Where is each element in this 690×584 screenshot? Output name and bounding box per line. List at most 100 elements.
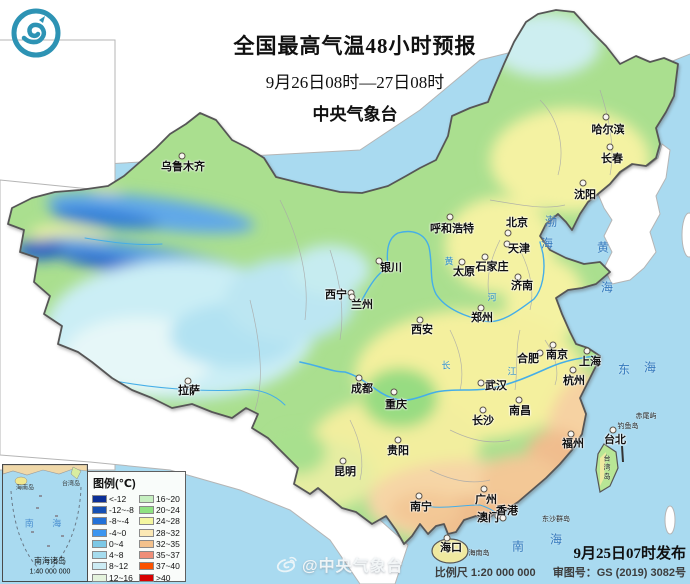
city-label: 长春 [601, 153, 623, 165]
city-label: 福州 [562, 438, 584, 450]
legend-row: 24~28 [139, 516, 186, 527]
forecast-period: 9月26日08时—27日08时 [265, 73, 445, 92]
island-v-label: 台湾岛 [603, 454, 610, 482]
legend-swatch [92, 573, 107, 582]
city-dot [394, 436, 402, 444]
city-dot [477, 304, 485, 312]
legend-range-label: -8~-4 [109, 516, 130, 527]
city-label: 南昌 [509, 405, 531, 417]
city-dot [184, 377, 192, 385]
legend-row: 28~32 [139, 527, 186, 538]
city-label: 重庆 [385, 399, 407, 411]
map-title: 全国最高气温48小时预报 [233, 34, 477, 58]
legend-range-label: 35~37 [156, 550, 180, 561]
legend-row: 12~16 [92, 572, 139, 583]
legend-swatch [139, 528, 154, 537]
approval-number: 审图号：GS (2019) 3082号 [552, 567, 686, 579]
legend-range-label: 28~32 [156, 527, 180, 538]
city-dot [569, 366, 577, 374]
city-label: 海口 [440, 542, 462, 554]
legend-range-label: >40 [156, 572, 171, 583]
legend-row: -12~-8 [92, 504, 139, 515]
city-dot [339, 457, 347, 465]
legend-swatch [139, 562, 154, 571]
city-label: 西宁 [325, 289, 347, 301]
legend-range-label: 32~35 [156, 538, 180, 549]
city-label: 澳门 [477, 512, 499, 524]
city-label: 武汉 [485, 380, 507, 392]
island-label: 东沙群岛 [542, 516, 570, 523]
city-label: 西安 [411, 324, 433, 336]
city-label: 拉萨 [178, 385, 200, 397]
inset-taiwan-label: 台湾岛 [61, 481, 81, 488]
legend-row: 37~40 [139, 561, 186, 572]
legend-swatch [92, 539, 107, 548]
legend-range-label: 20~24 [156, 504, 180, 515]
river-label: 长 [441, 360, 451, 371]
legend-row: 35~37 [139, 549, 186, 560]
city-dot [355, 374, 363, 382]
legend-swatch [139, 494, 154, 503]
south-china-sea-inset: 南 海 南海诸岛 1:40 000 000 海南岛 台湾岛 [2, 464, 88, 582]
cma-logo [9, 6, 63, 60]
city-label: 济南 [511, 280, 533, 292]
weibo-icon [276, 556, 297, 573]
legend-range-label: 12~16 [109, 572, 133, 583]
legend-grid: <-12 -12~-8 -8~-4 -4~0 0~4 4~8 8~12 12~16 16~20 2… [92, 493, 185, 583]
city-dot [415, 492, 423, 500]
city-label: 昆明 [334, 466, 356, 478]
city-dot [515, 396, 523, 404]
city-dot [416, 316, 424, 324]
legend-range-label: 4~8 [109, 550, 124, 561]
legend-range-label: 16~20 [156, 493, 180, 504]
legend-row: 16~20 [139, 493, 186, 504]
island-label: 钓鱼岛 [617, 423, 639, 430]
legend-row: <-12 [92, 493, 139, 504]
legend-swatch [139, 505, 154, 514]
city-dot [499, 514, 507, 522]
legend-swatch [139, 539, 154, 548]
city-dot [503, 240, 511, 248]
legend-swatch [92, 494, 107, 503]
legend-row: 8~12 [92, 561, 139, 572]
legend-row: -4~0 [92, 527, 139, 538]
city-dot [514, 273, 522, 281]
city-label: 北京 [506, 217, 528, 229]
city-dot [390, 388, 398, 396]
legend-row: -8~-4 [92, 516, 139, 527]
legend-swatch [92, 517, 107, 526]
sea-label: 南 [511, 539, 527, 554]
legend-swatch [92, 551, 107, 560]
legend-swatch [139, 551, 154, 560]
issue-time: 9月25日07时发布 [573, 546, 686, 562]
city-dot [579, 179, 587, 187]
sea-label: 海 [540, 236, 556, 251]
city-dot [606, 143, 614, 151]
china-border [7, 9, 679, 545]
city-label: 乌鲁木齐 [161, 161, 205, 173]
city-dot [480, 485, 488, 493]
city-label: 兰州 [351, 299, 373, 311]
legend-title: 图例(℃) [93, 478, 136, 490]
map-scale: 比例尺 1:20 000 000 [434, 567, 536, 579]
city-dot [443, 534, 451, 542]
legend-range-label: <-12 [109, 493, 127, 504]
legend-swatch [139, 517, 154, 526]
watermark-text: @中央气象台 [302, 558, 404, 575]
city-label: 香港 [496, 505, 518, 517]
city-label: 贵阳 [387, 445, 409, 457]
island-label: 赤尾屿 [635, 413, 657, 420]
legend-row: 20~24 [139, 504, 186, 515]
temperature-legend: 图例(℃) <-12 -12~-8 -8~-4 -4~0 0~4 4~8 8~12 12~16… [87, 471, 186, 583]
river-label: 江 [507, 366, 517, 377]
legend-row: >40 [139, 572, 186, 583]
city-dot [504, 229, 512, 237]
legend-range-label: 24~28 [156, 516, 180, 527]
map-header: 全国最高气温48小时预报 9月26日08时—27日08时 中央气象台 [175, 30, 535, 125]
sea-label: 东 [617, 362, 633, 377]
sea-label: 海 [549, 532, 565, 547]
legend-swatch [92, 528, 107, 537]
inset-hainan-label: 海南岛 [15, 485, 35, 492]
city-label: 南京 [546, 349, 568, 361]
